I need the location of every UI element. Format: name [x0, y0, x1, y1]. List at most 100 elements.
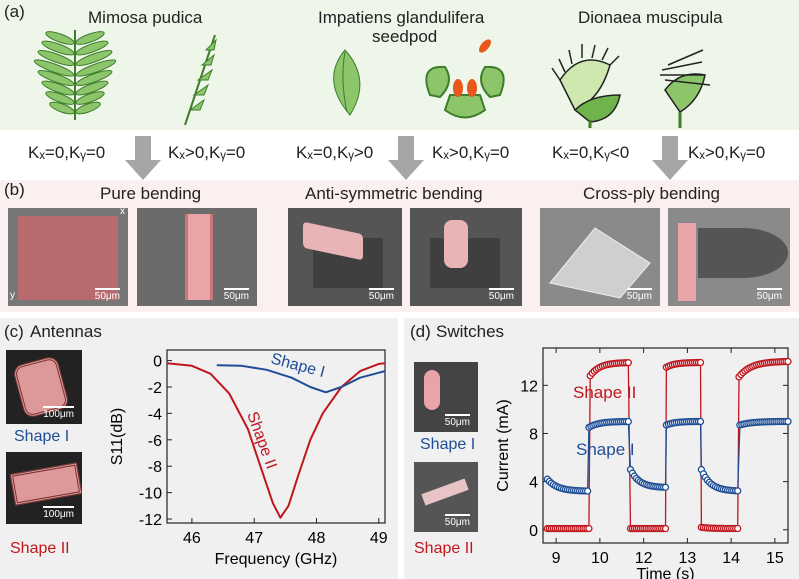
- plant-name-dionaea: Dionaea muscipula: [578, 8, 723, 27]
- shape-2-label: Shape II: [10, 540, 70, 557]
- panel-label-a: (a): [4, 2, 25, 21]
- y-tick-label: 8: [529, 426, 538, 443]
- leaflet: [45, 31, 75, 45]
- data-point: [734, 524, 742, 533]
- curvature-label: Kₓ=0,Kᵧ<0: [552, 143, 630, 162]
- bending-title: Pure bending: [100, 184, 202, 203]
- x-tick-label: 49: [370, 530, 388, 547]
- sem-image-crossply-1: 50μm: [540, 208, 660, 306]
- data-point: [624, 417, 632, 426]
- series-line: [166, 362, 386, 519]
- leaflet: [75, 59, 117, 77]
- x-tick-label: 10: [591, 550, 609, 567]
- down-arrow-icon: [652, 136, 688, 180]
- impatiens-open-pod-icon: [425, 39, 505, 119]
- leaflet: [41, 40, 75, 56]
- panel-label-b: (b): [4, 180, 25, 199]
- leaflet: [37, 49, 75, 67]
- switch-image-shape-2: 50μm: [414, 462, 478, 532]
- data-point: [583, 487, 592, 495]
- x-tick-label: 46: [183, 530, 201, 547]
- leaflet: [37, 69, 75, 87]
- y-tick-label: 4: [529, 475, 538, 492]
- y-tick-label: -4: [148, 406, 162, 423]
- switch-image-shape-1: 50μm: [414, 362, 478, 432]
- series-line: [216, 364, 386, 394]
- leaflet: [75, 101, 101, 115]
- sem-image-flat: x y 50μm: [8, 208, 128, 306]
- panel-label-d: (d): [410, 322, 431, 341]
- series-label: Shape II: [573, 383, 636, 402]
- panel-title-switches: Switches: [436, 322, 505, 341]
- x-tick-label: 47: [245, 530, 263, 547]
- panel-title-antennas: Antennas: [30, 322, 102, 341]
- data-point: [661, 483, 670, 491]
- x-tick-label: 14: [722, 550, 740, 567]
- sem-image-antisymmetric-2: 50μm: [410, 208, 522, 306]
- plant-name-mimosa: Mimosa pudica: [88, 8, 203, 27]
- sem-image-antisymmetric-1: 50μm: [288, 208, 402, 306]
- leaflet: [75, 31, 105, 45]
- curvature-label: Kₓ=0,Kᵧ>0: [296, 143, 374, 162]
- impatiens-seedpod-icon: [333, 49, 361, 116]
- y-tick-label: 0: [529, 523, 538, 540]
- y-tick-label: -12: [139, 512, 162, 529]
- antenna-image-shape-2: 100μm: [6, 452, 82, 524]
- arrows: [125, 136, 688, 180]
- data-point: [734, 487, 742, 495]
- shape-1-label: Shape I: [420, 436, 476, 453]
- leaflet: [33, 59, 75, 77]
- y-tick-label: -2: [148, 380, 162, 397]
- scale-bar: 50μm: [94, 288, 120, 302]
- panel-d: [404, 318, 799, 579]
- x-tick-label: 48: [308, 530, 326, 547]
- data-point: [661, 524, 670, 533]
- data-point: [696, 417, 705, 426]
- y-axis-label: S11(dB): [109, 408, 126, 466]
- leaflet: [41, 80, 75, 96]
- leaflet: [75, 69, 113, 87]
- leaflet: [45, 91, 75, 105]
- series-label: Shape II: [243, 410, 279, 472]
- bending-title: Cross-ply bending: [583, 184, 721, 203]
- x-tick-label: 9: [552, 550, 561, 567]
- panel-label-c: (c): [4, 322, 24, 341]
- y-tick-label: -8: [148, 459, 162, 476]
- plant-name-impatiens-seedpod: seedpod: [372, 27, 438, 46]
- sem-image-rolled: 50μm: [137, 208, 257, 306]
- leaflet: [75, 80, 109, 96]
- shape-1-label: Shape I: [14, 428, 70, 445]
- series-label: Shape I: [576, 440, 635, 459]
- plot-frame: [542, 347, 789, 544]
- curvature-label: Kₓ>0,Kᵧ=0: [688, 143, 766, 162]
- shape-2-label: Shape II: [414, 540, 474, 557]
- data-point: [585, 524, 593, 533]
- antenna-image-shape-1: 100μm: [6, 350, 82, 424]
- series-label: Shape I: [269, 350, 327, 381]
- plot-frame: [166, 349, 386, 524]
- x-axis-label: Frequency (GHz): [215, 551, 338, 568]
- leaflet: [75, 91, 105, 105]
- leaflet: [75, 49, 113, 67]
- dionaea-closed-trap-icon: [660, 49, 711, 128]
- y-axis-label: Current (mA): [495, 399, 512, 491]
- curvature-label: Kₓ=0,Kᵧ=0: [28, 143, 106, 162]
- curvature-label: Kₓ>0,Kᵧ=0: [432, 143, 510, 162]
- dionaea-open-trap-icon: [551, 44, 621, 128]
- leaflet: [49, 101, 75, 115]
- y-tick-label: -10: [139, 486, 162, 503]
- plant-illustrations: [33, 30, 711, 128]
- x-axis-label: Time (s): [636, 566, 694, 579]
- sem-image-crossply-2: 50μm: [668, 208, 790, 306]
- down-arrow-icon: [388, 136, 424, 180]
- plant-name-impatiens: Impatiens glandulifera: [318, 8, 485, 27]
- s11-chart: 46 47 48 49 0 -2 -4 -6 -8 -10 -12 Frequency (GHz) S1…: [109, 349, 388, 568]
- mimosa-open-leaf-icon: [33, 30, 117, 120]
- data-point: [696, 358, 705, 367]
- data-point: [784, 417, 792, 426]
- data-point: [784, 357, 792, 366]
- bending-title: Anti-symmetric bending: [305, 184, 483, 203]
- y-tick-label: 0: [153, 354, 162, 371]
- y-tick-label: -6: [148, 433, 162, 450]
